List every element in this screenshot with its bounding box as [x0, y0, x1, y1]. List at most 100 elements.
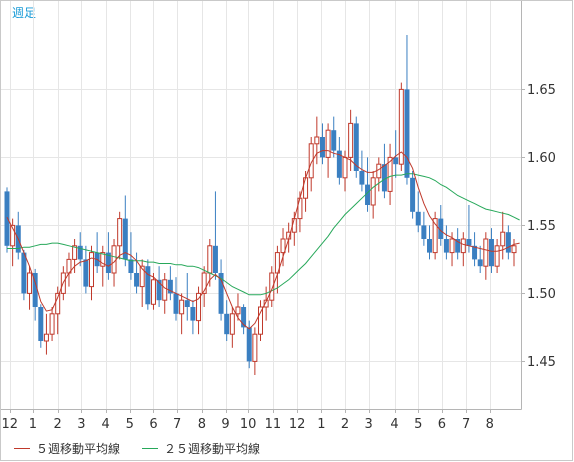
y-axis: 1.45 1.50 1.55 1.60 1.65	[521, 83, 556, 370]
candle-body-12	[72, 245, 78, 260]
x-tick-label-18: 6	[438, 417, 446, 432]
candle-body-6	[38, 307, 44, 341]
candle-body-34	[196, 292, 202, 322]
candle-body-39	[224, 313, 230, 335]
candle-body-46	[263, 299, 269, 308]
candle-body-32	[184, 300, 190, 307]
candle-body-18	[105, 252, 111, 273]
candle-body-87	[494, 245, 500, 267]
candle-body-74	[421, 225, 427, 239]
ma5-line	[6, 150, 520, 330]
candle-body-4	[27, 272, 33, 294]
candle-body-79	[449, 238, 455, 254]
candle-body-54	[308, 143, 314, 179]
x-tick-label-20: 8	[486, 417, 494, 432]
x-tick-label-16: 4	[390, 417, 398, 432]
period-label: 週足	[12, 6, 37, 20]
candle-body-40	[229, 313, 235, 335]
legend-label-ma5: ５週移動平均線	[36, 442, 121, 456]
candle-body-31	[179, 299, 185, 315]
y-tick-label-0: 1.45	[527, 355, 556, 370]
candle-body-57	[325, 129, 331, 158]
moving-average-lines	[6, 150, 520, 330]
x-tick-label-9: 9	[221, 417, 229, 432]
x-tick-label-8: 8	[198, 417, 206, 432]
candle-body-29	[167, 279, 173, 294]
candle-body-13	[77, 245, 83, 260]
candle-body-7	[43, 333, 49, 342]
y-tick-label-4: 1.65	[527, 83, 556, 98]
candle-body-70	[398, 88, 404, 165]
candle-body-68	[387, 156, 393, 192]
candle-body-80	[455, 239, 461, 253]
candle-body-35	[201, 272, 207, 294]
plot-border	[1, 1, 522, 410]
candle-body-37	[212, 245, 218, 273]
candle-body-24	[139, 265, 145, 288]
candle-body-73	[415, 211, 421, 226]
candle-body-76	[432, 218, 438, 254]
candle-body-66	[376, 163, 382, 179]
candle-body-84	[477, 259, 483, 267]
x-tick-label-14: 2	[341, 417, 349, 432]
candle-body-0	[4, 191, 10, 246]
candle-body-64	[365, 184, 371, 205]
candle-body-81	[460, 238, 466, 254]
x-tick-label-19: 7	[462, 417, 470, 432]
candle-body-28	[162, 279, 168, 301]
candle-body-5	[32, 273, 38, 307]
candle-body-15	[89, 252, 94, 288]
candle-body-53	[303, 177, 309, 199]
x-tick-label-5: 5	[126, 417, 134, 432]
candle-body-27	[156, 279, 162, 301]
ma25-line	[7, 173, 520, 296]
candle-body-86	[488, 239, 494, 267]
candle-body-47	[269, 272, 275, 301]
x-tick-label-12: 12	[289, 417, 306, 432]
candle-body-8	[49, 313, 55, 335]
candle-body-82	[466, 239, 472, 246]
candle-body-49	[280, 238, 286, 254]
legend-swatch-ma5	[14, 448, 30, 449]
x-tick-label-17: 5	[414, 417, 422, 432]
grid-lines	[1, 1, 521, 409]
candle-body-90	[511, 245, 517, 254]
candle-body-77	[438, 218, 444, 239]
candle-body-17	[100, 252, 106, 267]
candle-body-60	[342, 156, 348, 179]
y-tick-label-3: 1.60	[527, 151, 556, 166]
candle-body-9	[55, 292, 61, 315]
candle-body-55	[314, 136, 320, 145]
x-tick-label-0: 12	[2, 417, 19, 432]
x-tick-label-2: 2	[54, 417, 62, 432]
candle-body-43	[246, 327, 252, 362]
candle-body-65	[370, 177, 376, 206]
candle-body-38	[218, 273, 224, 314]
x-tick-label-15: 3	[365, 417, 373, 432]
candle-body-3	[21, 252, 27, 294]
candle-body-52	[297, 197, 303, 220]
candles	[4, 35, 517, 375]
candle-body-25	[145, 266, 151, 305]
candle-body-85	[483, 238, 489, 267]
x-tick-label-10: 10	[240, 417, 257, 432]
candle-body-30	[173, 293, 179, 314]
candle-body-45	[258, 306, 263, 335]
candle-body-14	[83, 259, 89, 287]
candle-body-22	[128, 259, 134, 273]
candle-body-20	[117, 218, 123, 247]
legend-item-ma25: ２５週移動平均線	[142, 440, 260, 457]
x-tick-label-1: 1	[29, 417, 37, 432]
x-tick-label-7: 7	[173, 417, 181, 432]
x-tick-label-13: 1	[317, 417, 325, 432]
candle-body-42	[241, 307, 247, 328]
y-tick-label-1: 1.50	[527, 287, 556, 302]
y-tick-label-2: 1.55	[527, 219, 556, 234]
candle-body-19	[111, 245, 117, 274]
candle-body-83	[472, 245, 478, 260]
candle-body-41	[235, 306, 241, 315]
candle-body-63	[359, 171, 365, 185]
x-tick-label-3: 3	[77, 417, 85, 432]
